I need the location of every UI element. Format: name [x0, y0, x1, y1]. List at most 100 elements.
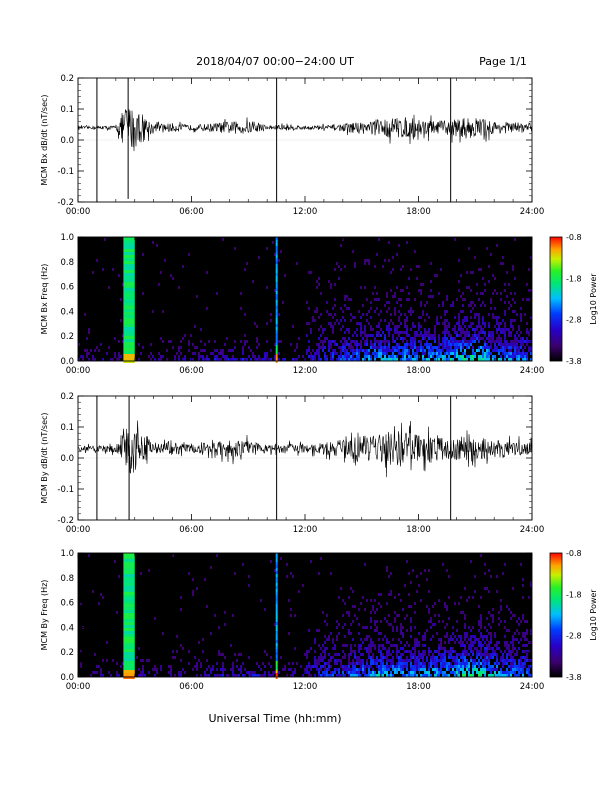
spectrogram-cell [246, 262, 248, 265]
spectrogram-cell [378, 674, 380, 677]
spectrogram-cell [480, 641, 482, 644]
band-1-cell [123, 324, 135, 327]
spectrogram-cell [402, 340, 404, 343]
spectrogram-cell [180, 671, 182, 674]
spectrogram-cell [480, 626, 482, 629]
spectrogram-cell [382, 662, 384, 665]
spectrogram-cell [526, 632, 528, 635]
spectrogram-cell [478, 638, 480, 641]
spectrogram-cell [308, 355, 310, 358]
colorbar-cell [550, 254, 562, 256]
band-1-cell [123, 571, 135, 574]
spectrogram-cell [414, 644, 416, 647]
spectrogram-cell [444, 337, 446, 340]
spectrogram-cell [380, 340, 382, 343]
spectrogram-cell [264, 608, 266, 611]
colorbar-cell [550, 591, 562, 593]
spectrogram-cell [358, 310, 360, 313]
spectrogram-cell [524, 644, 526, 647]
colorbar-cell [550, 565, 562, 567]
spectrogram-cell [170, 274, 172, 277]
spectrogram-cell [330, 283, 332, 286]
band-1-cell [123, 261, 135, 264]
spectrogram-cell [368, 310, 370, 313]
spectrogram-cell [406, 665, 408, 668]
spectrogram-cell [490, 298, 492, 301]
spectrogram-cell [174, 355, 176, 358]
spectrogram-cell [468, 653, 470, 656]
colorbar-cell [550, 607, 562, 609]
colorbar-cell [550, 590, 562, 592]
band-1-cell [123, 336, 135, 339]
spectrogram-cell [440, 662, 442, 665]
colorbar-cell [550, 564, 562, 566]
spectrogram-cell [328, 674, 330, 677]
spectrogram-cell [494, 668, 496, 671]
spectrogram-cell [382, 656, 384, 659]
colorbar-cell [550, 276, 562, 278]
colorbar-cell [550, 616, 562, 618]
spectrogram-cell [508, 283, 510, 286]
spectrogram-cell [102, 659, 104, 662]
spectrogram-cell [374, 644, 376, 647]
band-2-cell [275, 237, 278, 240]
spectrogram-cell [470, 650, 472, 653]
colorbar-cell [550, 615, 562, 617]
spectrogram-cell [432, 668, 434, 671]
band-2-cell [275, 261, 278, 264]
spectrogram-cell [484, 668, 486, 671]
spectrogram-cell [406, 343, 408, 346]
colorbar-cell [550, 580, 562, 582]
spectrogram-cell [366, 650, 368, 653]
spectrogram-cell [80, 662, 82, 665]
spectrogram-cell [106, 641, 108, 644]
spectrogram-cell [310, 560, 312, 563]
spectrogram-cell [520, 313, 522, 316]
spectrogram-cell [136, 656, 138, 659]
spectrogram-cell [344, 653, 346, 656]
spectrogram-cell [198, 641, 200, 644]
spectrogram-cell [232, 665, 234, 668]
colorbar-cell [550, 595, 562, 597]
spectrogram-cell [508, 653, 510, 656]
spectrogram-cell [348, 358, 350, 361]
spectrogram-cell [348, 346, 350, 349]
spectrogram-cell [466, 328, 468, 331]
spectrogram-cell [234, 653, 236, 656]
spectrogram-cell [452, 343, 454, 346]
spectrogram-cell [392, 346, 394, 349]
spectrogram-cell [448, 641, 450, 644]
spectrogram-cell [426, 671, 428, 674]
spectrogram-cell [214, 358, 216, 361]
spectrogram-cell [510, 292, 512, 295]
colorbar-cell [550, 306, 562, 308]
colorbar-cell [550, 319, 562, 321]
spectrogram-cell [396, 668, 398, 671]
spectrogram-cell [484, 662, 486, 665]
spectrogram-cell [194, 352, 196, 355]
band-1-cell [123, 306, 135, 309]
spectrogram-cell [410, 671, 412, 674]
spectrogram-cell [432, 346, 434, 349]
spectrogram-cell [368, 259, 370, 262]
band-1-cell [123, 282, 135, 285]
spectrogram-cell [334, 283, 336, 286]
spectrogram-cell [488, 331, 490, 334]
colorbar-cell [550, 658, 562, 660]
spectrogram-cell [196, 295, 198, 298]
spectrogram-cell [368, 349, 370, 352]
spectrogram-cell [202, 638, 204, 641]
spectrogram-cell [348, 674, 350, 677]
spectrogram-cell [430, 280, 432, 283]
spectrogram-cell [462, 665, 464, 668]
spectrogram-cell [414, 668, 416, 671]
spectrogram-cell [344, 295, 346, 298]
colorbar-cell [550, 652, 562, 654]
spectrogram-cell [522, 584, 524, 587]
spectrogram-cell [86, 355, 88, 358]
spectrogram-cell [368, 656, 370, 659]
spectrogram-cell [248, 671, 250, 674]
spectrogram-cell [516, 343, 518, 346]
spectrogram-cell [196, 665, 198, 668]
spectrogram-cell [392, 322, 394, 325]
